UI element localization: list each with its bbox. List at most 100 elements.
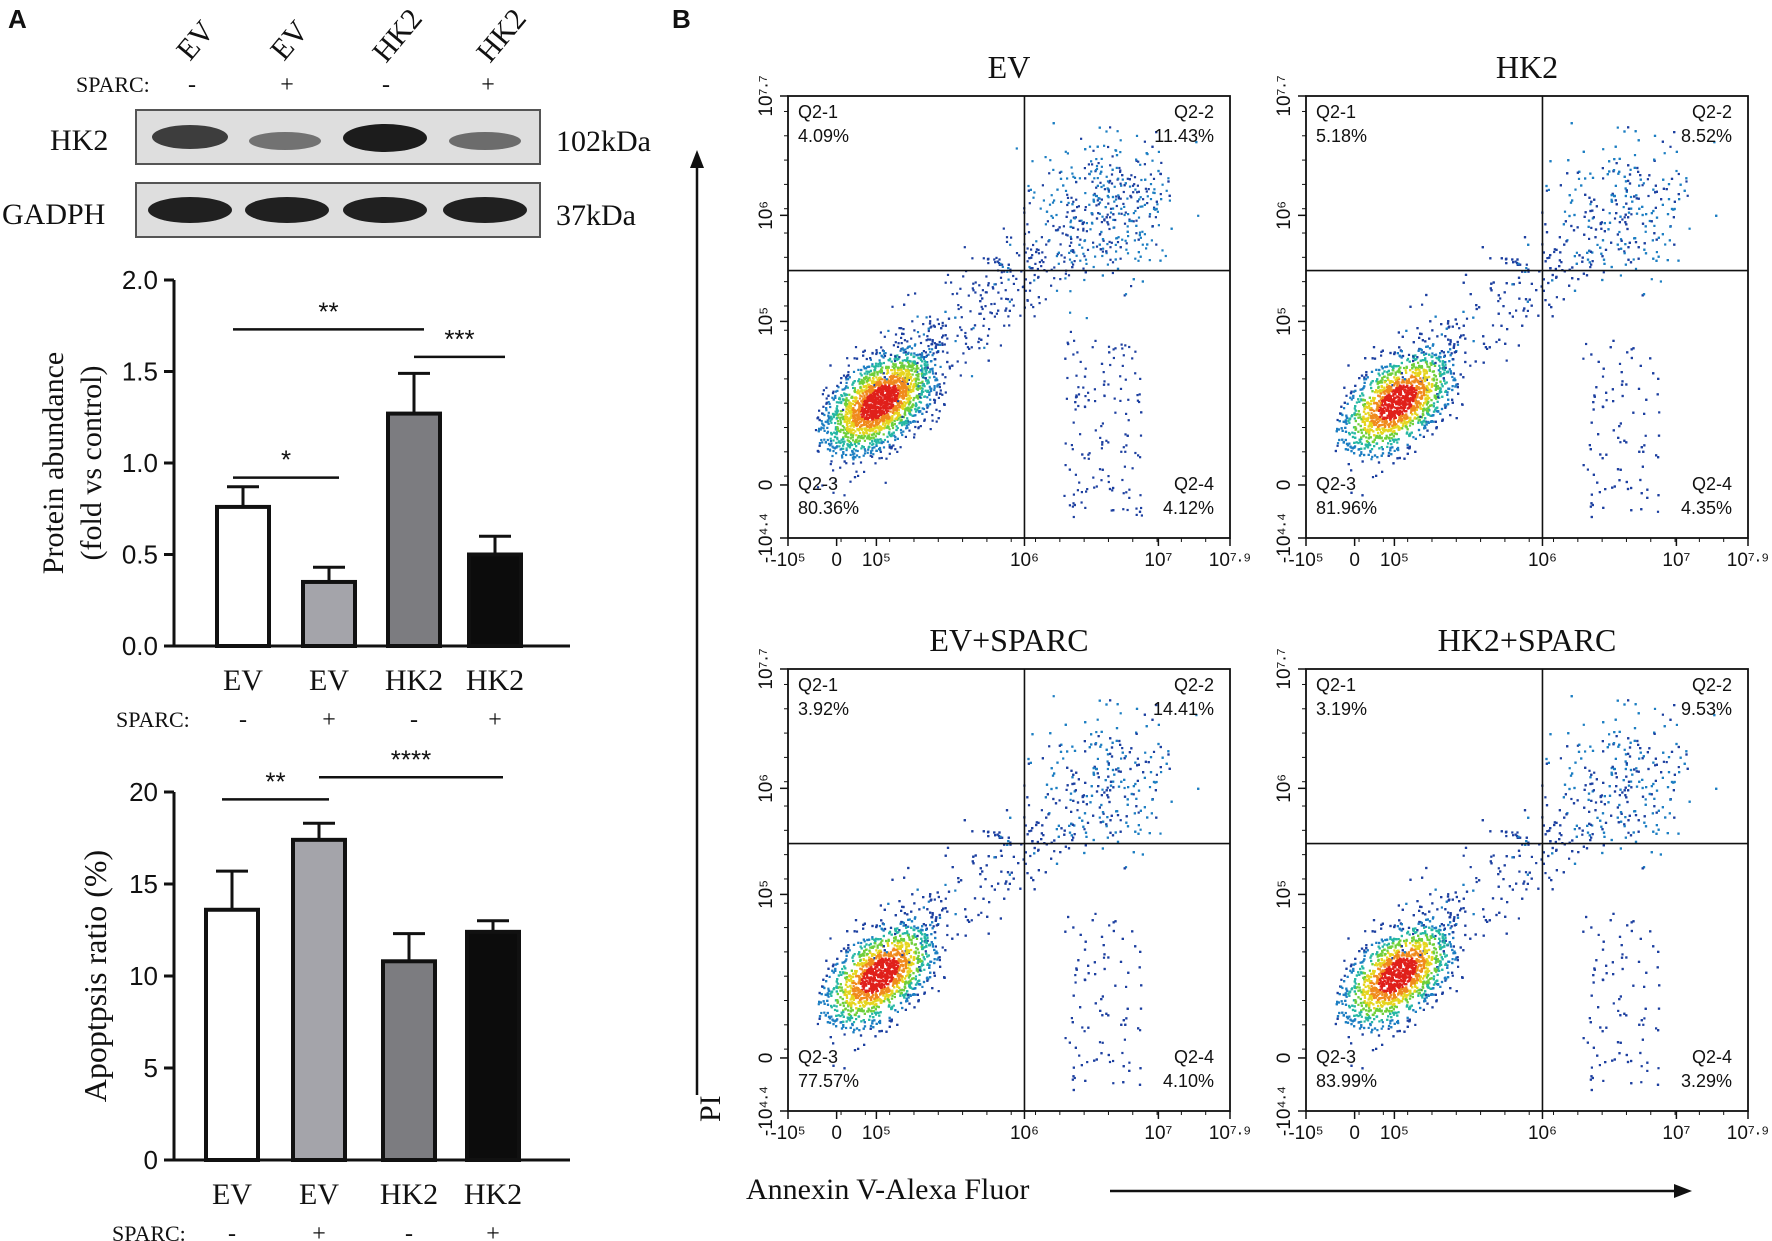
flow-dot [824, 441, 827, 444]
flow-dot [946, 351, 949, 354]
flow-dot [912, 367, 915, 370]
flow-dot [843, 460, 846, 463]
flow-dot [1091, 180, 1094, 183]
flow-dot [845, 393, 849, 396]
flow-dot [993, 302, 996, 305]
flow-dot [864, 449, 867, 452]
flow-dot [878, 388, 881, 391]
flow-dot [833, 435, 837, 439]
flow-dot [825, 397, 828, 400]
flow-dot [855, 438, 858, 441]
flow-dot [858, 403, 861, 406]
flow-dot [1087, 457, 1090, 460]
flow-dot [1055, 289, 1059, 292]
flow-dot [834, 396, 837, 399]
flow-dot [1112, 218, 1115, 221]
flow-dot [1080, 501, 1083, 504]
flow-dot [849, 442, 853, 445]
flow-dot [888, 359, 891, 362]
flow-dot [849, 415, 852, 418]
flow-dot [882, 361, 885, 365]
flow-dot [922, 356, 925, 359]
flow-dot [837, 422, 840, 425]
flow-dot [879, 365, 882, 368]
flow-dot [1139, 205, 1142, 208]
flow-dot [828, 402, 831, 405]
flow-dot [1067, 342, 1070, 346]
flow-dot [860, 395, 863, 398]
flow-dot [865, 432, 868, 435]
flow-dot [1149, 173, 1152, 176]
flow-dot [1098, 233, 1101, 236]
flow-dot [1119, 387, 1123, 390]
flow-dot [1059, 177, 1063, 180]
flow-dot [1001, 265, 1004, 268]
flow-dot [1029, 267, 1032, 270]
flow-dot [1040, 236, 1043, 239]
flow-dot [999, 262, 1002, 265]
flow-dot [859, 420, 862, 424]
flow-dot [824, 420, 827, 423]
flow-dot [1077, 386, 1080, 389]
flow-dot [920, 355, 923, 358]
flow-dot [938, 383, 941, 386]
flow-dot [913, 396, 916, 400]
flow-dot [1053, 266, 1056, 269]
flow-dot [1135, 513, 1138, 516]
flow-dot [854, 420, 857, 423]
flow-dot [1124, 378, 1127, 381]
flow-dot [1038, 261, 1041, 264]
flow-dot [848, 443, 851, 447]
flow-dot [1078, 177, 1081, 180]
flow-dot [885, 381, 888, 384]
flow-dot [929, 350, 932, 354]
flow-dot [1105, 439, 1108, 442]
flow-dot [1069, 235, 1072, 238]
flow-dot [897, 408, 900, 411]
flow-dot [842, 431, 845, 434]
flow-dot [875, 406, 878, 409]
flow-dot [878, 446, 882, 450]
flow-dot [894, 333, 898, 336]
flow-dot [1151, 159, 1154, 162]
flow-dot [1078, 481, 1081, 484]
flow-dot [941, 342, 944, 345]
flow-dot [843, 418, 846, 421]
flow-dot [1088, 203, 1091, 206]
flow-dot [890, 419, 893, 422]
flow-dot [846, 425, 849, 428]
flow-dot [910, 347, 914, 350]
flow-dot [1101, 422, 1104, 425]
flow-dot [828, 448, 832, 451]
flow-dot [1004, 289, 1007, 292]
flow-dot [1148, 215, 1151, 218]
flow-dot [909, 377, 912, 380]
flow-dot [880, 441, 883, 444]
flow-dot [832, 415, 835, 418]
flow-dot [837, 386, 840, 389]
flow-panel-title: EV [988, 49, 1031, 85]
flow-dot [924, 365, 927, 368]
flow-dot [1022, 285, 1025, 288]
flow-dot [1042, 199, 1045, 202]
flow-dot [912, 399, 915, 402]
flow-dot [853, 452, 856, 455]
flow-dot [902, 348, 905, 352]
flow-dot [876, 388, 880, 391]
flow-dot [1105, 130, 1108, 133]
flow-dot [845, 400, 848, 404]
flow-dot [888, 376, 891, 379]
flow-dot [1137, 259, 1140, 262]
flow-dot [1126, 197, 1129, 200]
flow-dot [1157, 150, 1160, 153]
flow-dot [870, 386, 873, 389]
flow-dot [1060, 170, 1063, 173]
flow-dot [878, 383, 881, 386]
flow-dot [934, 358, 937, 361]
flow-dot [1124, 182, 1127, 185]
flow-dot [923, 362, 926, 365]
flow-dot [845, 449, 848, 452]
flow-dot [913, 362, 916, 365]
flow-dot [1131, 357, 1134, 360]
flow-dot [840, 454, 844, 457]
